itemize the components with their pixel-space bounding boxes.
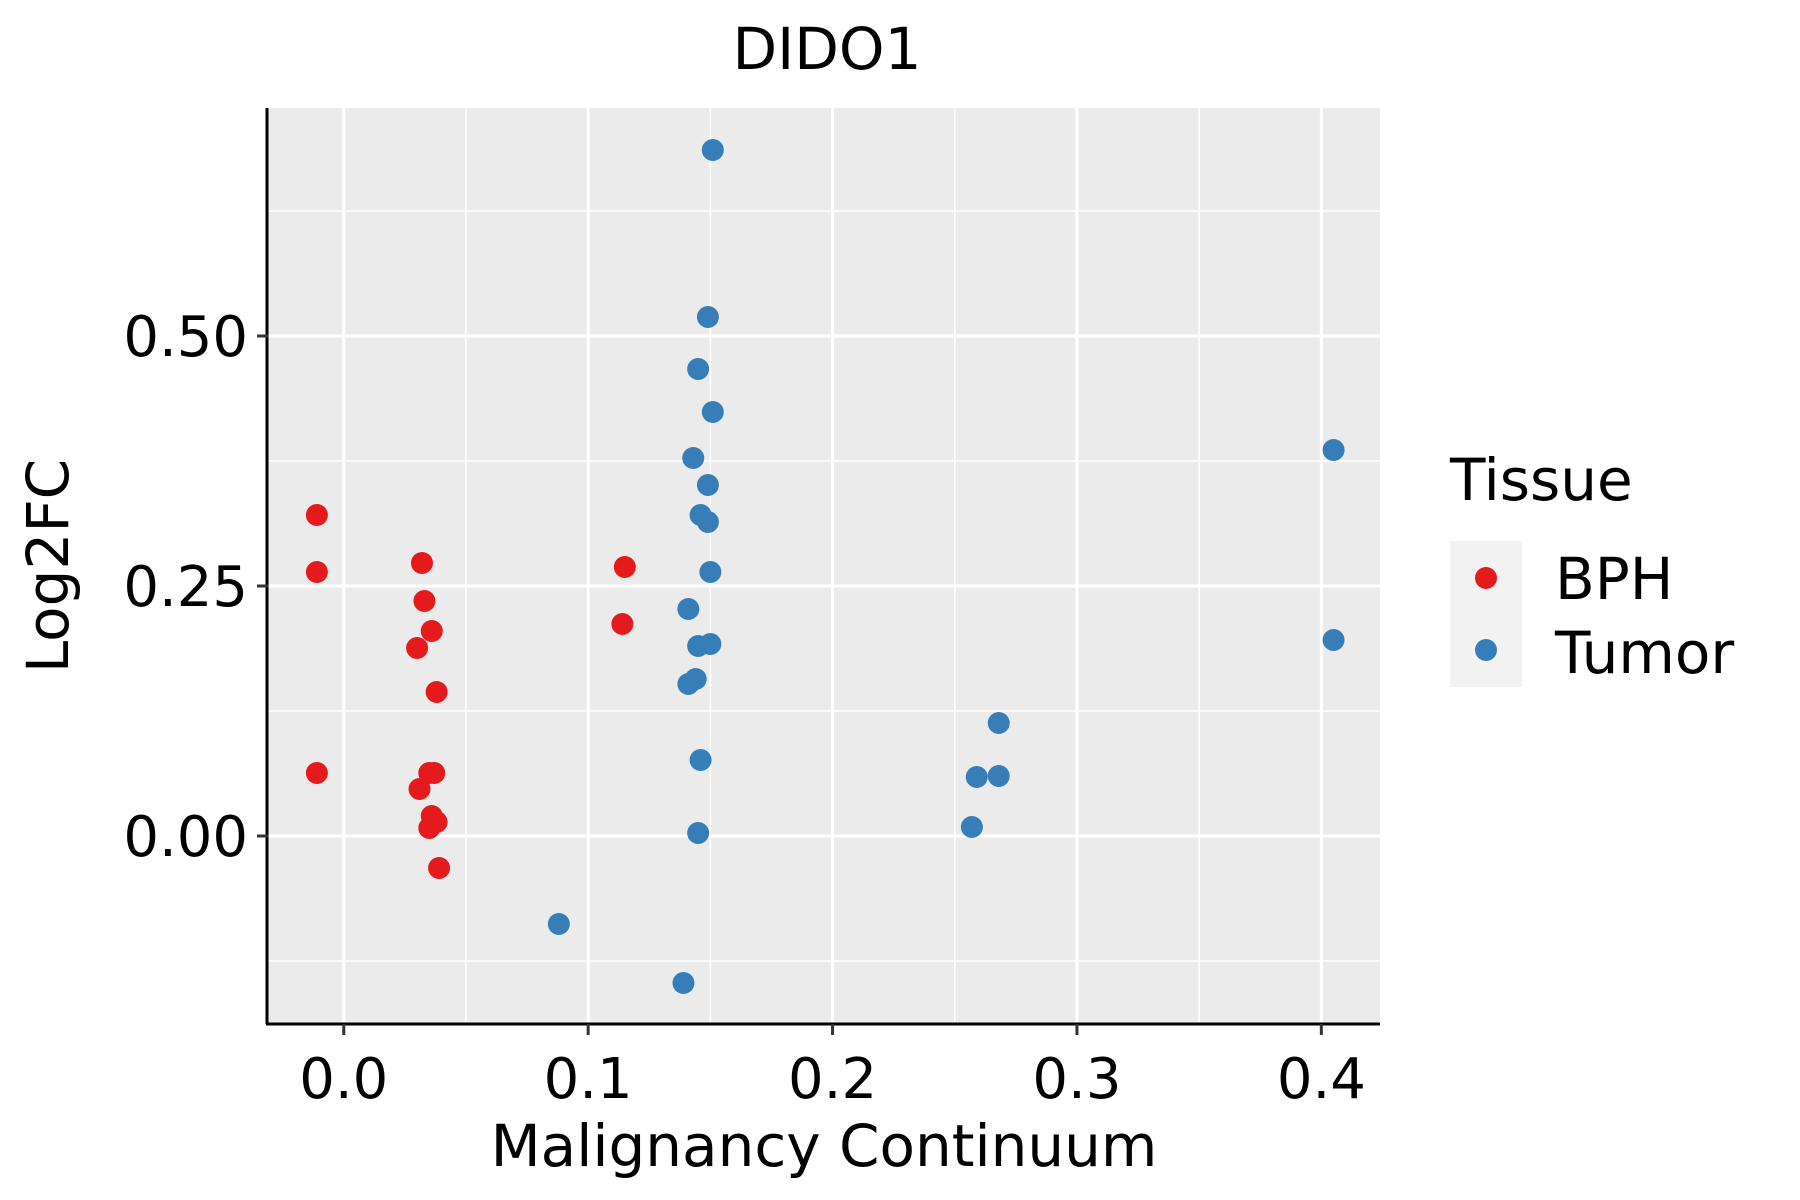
tumor-point-0 xyxy=(701,139,724,161)
y-tick-label-2: 0.50 xyxy=(123,305,248,370)
tumor-point-13 xyxy=(677,673,700,695)
bph-point-10 xyxy=(408,778,431,800)
bph-point-1 xyxy=(305,561,328,583)
legend-title: Tissue xyxy=(1449,446,1633,514)
bph-point-16 xyxy=(611,613,634,635)
tumor-point-3 xyxy=(701,401,724,423)
tumor-point-8 xyxy=(699,561,722,583)
tumor-point-5 xyxy=(696,474,719,496)
y-axis-title: Log2FC xyxy=(14,459,82,673)
tumor-point-2 xyxy=(687,358,710,380)
bph-point-9 xyxy=(423,762,446,784)
bph-point-14 xyxy=(428,857,451,879)
tumor-point-18 xyxy=(987,712,1010,734)
tumor-point-17 xyxy=(672,972,695,994)
legend-key-bph xyxy=(1475,567,1497,589)
x-tick-label-2: 0.2 xyxy=(788,1047,877,1112)
legend-label-tumor: Tumor xyxy=(1554,619,1734,687)
x-tick-label-3: 0.3 xyxy=(1032,1047,1121,1112)
bph-point-0 xyxy=(305,504,328,526)
tumor-point-20 xyxy=(987,765,1010,787)
tumor-point-9 xyxy=(677,598,700,620)
bph-point-2 xyxy=(305,762,328,784)
legend: Tissue BPH Tumor xyxy=(1449,446,1734,687)
y-tick-label-1: 0.25 xyxy=(123,555,248,620)
x-axis-title: Malignancy Continuum xyxy=(491,1112,1158,1180)
tumor-point-19 xyxy=(965,766,988,788)
tumor-point-21 xyxy=(960,816,983,838)
tumor-point-11 xyxy=(699,633,722,655)
bph-point-5 xyxy=(420,620,443,642)
x-tick-label-0: 0.0 xyxy=(299,1047,388,1112)
minor-gridlines xyxy=(268,108,1380,1024)
chart-title: DIDO1 xyxy=(733,15,922,83)
x-axis-ticks: 0.0 0.1 0.2 0.3 0.4 xyxy=(299,1024,1366,1112)
y-axis-ticks: 0.00 0.25 0.50 xyxy=(123,305,268,870)
bph-point-15 xyxy=(613,556,636,578)
legend-key-background xyxy=(1450,541,1522,687)
data-points xyxy=(305,139,1345,994)
bph-point-4 xyxy=(413,590,436,612)
tumor-point-4 xyxy=(682,447,705,469)
tumor-point-15 xyxy=(687,822,710,844)
tumor-point-16 xyxy=(547,913,570,935)
x-tick-label-1: 0.1 xyxy=(544,1047,633,1112)
bph-point-7 xyxy=(425,681,448,703)
bph-point-6 xyxy=(406,637,429,659)
plot-panel xyxy=(268,108,1380,1024)
bph-point-3 xyxy=(410,552,433,574)
x-tick-label-4: 0.4 xyxy=(1277,1047,1366,1112)
tumor-point-1 xyxy=(696,306,719,328)
tumor-point-23 xyxy=(1322,629,1345,651)
y-tick-label-0: 0.00 xyxy=(123,805,248,870)
bph-point-13 xyxy=(418,817,441,839)
major-gridlines xyxy=(268,108,1380,1024)
legend-label-bph: BPH xyxy=(1555,545,1673,613)
tumor-point-14 xyxy=(689,749,712,771)
legend-key-tumor xyxy=(1475,639,1497,661)
tumor-point-22 xyxy=(1322,439,1345,461)
tumor-point-7 xyxy=(696,511,719,533)
